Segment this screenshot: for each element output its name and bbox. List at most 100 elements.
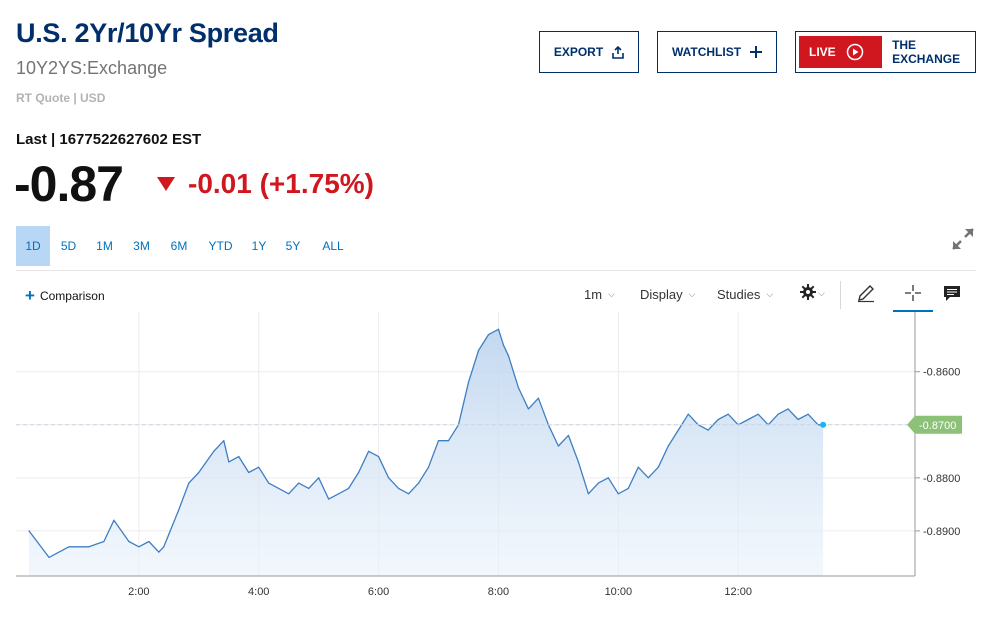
active-tool-indicator [893, 310, 933, 312]
data-point [557, 445, 560, 447]
live-exchange-button[interactable]: LIVE THE EXCHANGE [795, 31, 976, 73]
series-area-fill [29, 329, 824, 576]
data-point [68, 546, 70, 548]
price-change: -0.01 (+1.75%) [156, 168, 374, 200]
data-point [88, 546, 90, 548]
data-point [757, 413, 759, 415]
display-menu[interactable]: Display ⌵ [640, 287, 695, 302]
comparison-label: Comparison [39, 289, 105, 303]
range-tab-1m[interactable]: 1M [96, 239, 113, 253]
x-tick-label: 2:00 [128, 586, 149, 598]
chevron-down-icon: ⌵ [608, 289, 615, 299]
range-tab-1y[interactable]: 1Y [251, 239, 267, 253]
data-point [437, 440, 440, 442]
data-point [427, 466, 430, 468]
range-tab-5y[interactable]: 5Y [285, 239, 301, 253]
data-point [48, 556, 50, 559]
x-tick-label: 12:00 [724, 586, 752, 598]
data-point [657, 466, 659, 468]
data-point [567, 434, 569, 436]
last-value-badge [907, 415, 962, 434]
data-point [397, 487, 400, 490]
data-point [502, 344, 505, 346]
comment-icon [942, 283, 962, 308]
watchlist-button[interactable]: WATCHLIST [657, 31, 777, 73]
data-point [507, 355, 510, 357]
price-chart[interactable]: -0.8600 -0.8700 -0.8800 -0.8900 2:00 4:00 6:00… [0, 312, 989, 622]
data-point [158, 551, 160, 553]
data-point [717, 418, 719, 421]
range-tab-6m[interactable]: 6M [170, 239, 188, 253]
data-point [797, 418, 799, 421]
data-point [477, 349, 480, 352]
data-point [148, 540, 150, 543]
data-point [597, 482, 599, 484]
x-tick-label: 10:00 [605, 586, 633, 598]
last-value-dot [820, 421, 827, 428]
data-point [617, 493, 619, 495]
symbol-label: 10Y2YS:Exchange [16, 58, 168, 78]
data-point [128, 540, 130, 543]
data-point [687, 413, 689, 415]
data-point [727, 413, 729, 415]
range-tab-5d[interactable]: 5D [60, 239, 77, 253]
export-button[interactable]: EXPORT [539, 31, 639, 73]
range-tab-all[interactable]: ALL [322, 239, 344, 253]
data-point [258, 466, 260, 468]
data-point [747, 418, 749, 421]
data-point [677, 429, 679, 431]
data-point [268, 482, 270, 484]
data-point [607, 477, 609, 479]
data-point [417, 482, 420, 484]
chevron-down-icon: ⌵ [688, 289, 696, 299]
data-point [647, 477, 649, 479]
gear-icon [800, 284, 816, 303]
data-point [238, 456, 240, 458]
data-point [627, 487, 629, 490]
plus-icon [750, 46, 763, 58]
data-point [667, 445, 669, 447]
data-point [223, 440, 225, 442]
data-point [248, 471, 250, 474]
data-point [527, 408, 530, 410]
data-point [487, 333, 490, 336]
range-tabs: 1D 5D 1M 3M 6M YTD 1Y 5Y ALL [16, 226, 354, 266]
crosshair-tool-button[interactable] [893, 280, 933, 310]
data-point [447, 440, 450, 442]
down-arrow-icon [156, 176, 176, 192]
data-point [387, 477, 390, 479]
watchlist-label: WATCHLIST [671, 45, 742, 59]
add-comparison-button[interactable]: + Comparison [25, 287, 105, 304]
export-label: EXPORT [553, 45, 604, 59]
data-point [637, 466, 639, 468]
exchange-label: THE EXCHANGE [892, 38, 961, 66]
last-price: -0.87 [14, 156, 124, 212]
live-label: LIVE [809, 45, 836, 59]
range-tab-1d[interactable]: 1D [16, 226, 50, 266]
data-point [467, 381, 470, 383]
data-point [358, 471, 360, 474]
comment-tool-button[interactable] [932, 280, 972, 310]
divider [16, 270, 976, 271]
last-trade-line: Last | 1677522627602 EST [16, 131, 202, 148]
data-point [378, 456, 380, 458]
interval-value: 1m [584, 287, 603, 302]
data-point [587, 493, 589, 495]
range-tab-ytd[interactable]: YTD [208, 239, 233, 253]
y-tick-label: -0.8600 [923, 367, 960, 379]
crosshair-icon [903, 283, 923, 308]
data-point [163, 546, 165, 548]
expand-icon[interactable] [951, 227, 975, 256]
data-point [497, 328, 500, 330]
draw-tool-button[interactable] [846, 280, 886, 310]
range-tab-3m[interactable]: 3M [133, 239, 150, 253]
data-point [807, 413, 809, 415]
settings-menu[interactable]: ⌵ [800, 284, 825, 303]
studies-menu[interactable]: Studies ⌵ [717, 287, 773, 302]
data-point [138, 546, 140, 548]
last-value-label: -0.8700 [919, 420, 956, 432]
display-label: Display [640, 287, 683, 302]
data-point [288, 493, 290, 495]
data-point [198, 471, 200, 474]
interval-select[interactable]: 1m ⌵ [584, 287, 615, 302]
